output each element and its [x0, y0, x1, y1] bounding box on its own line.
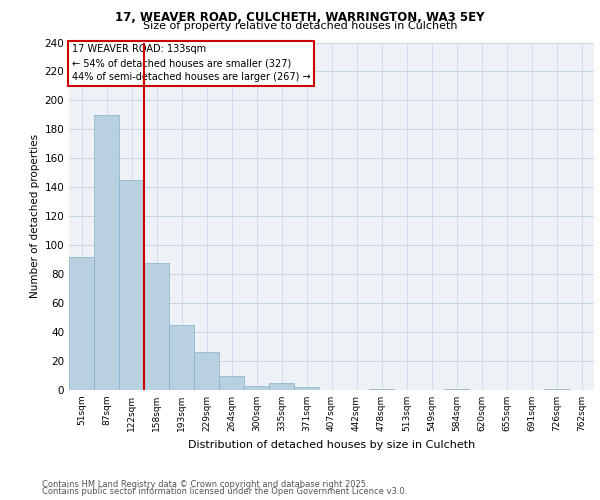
Text: Contains public sector information licensed under the Open Government Licence v3: Contains public sector information licen… — [42, 487, 407, 496]
Bar — [544, 388, 569, 390]
Text: Contains HM Land Registry data © Crown copyright and database right 2025.: Contains HM Land Registry data © Crown c… — [42, 480, 368, 489]
Text: Size of property relative to detached houses in Culcheth: Size of property relative to detached ho… — [143, 21, 457, 31]
Bar — [94, 115, 119, 390]
Bar — [194, 352, 219, 390]
Bar — [244, 386, 269, 390]
Bar — [294, 387, 319, 390]
Bar — [219, 376, 244, 390]
Text: 17 WEAVER ROAD: 133sqm
← 54% of detached houses are smaller (327)
44% of semi-de: 17 WEAVER ROAD: 133sqm ← 54% of detached… — [71, 44, 310, 82]
Text: 17, WEAVER ROAD, CULCHETH, WARRINGTON, WA3 5EY: 17, WEAVER ROAD, CULCHETH, WARRINGTON, W… — [115, 11, 485, 24]
X-axis label: Distribution of detached houses by size in Culcheth: Distribution of detached houses by size … — [188, 440, 475, 450]
Bar — [144, 262, 169, 390]
Bar — [119, 180, 144, 390]
Y-axis label: Number of detached properties: Number of detached properties — [30, 134, 40, 298]
Bar — [444, 388, 469, 390]
Bar — [69, 257, 94, 390]
Bar — [269, 383, 294, 390]
Bar — [369, 388, 394, 390]
Bar — [169, 325, 194, 390]
